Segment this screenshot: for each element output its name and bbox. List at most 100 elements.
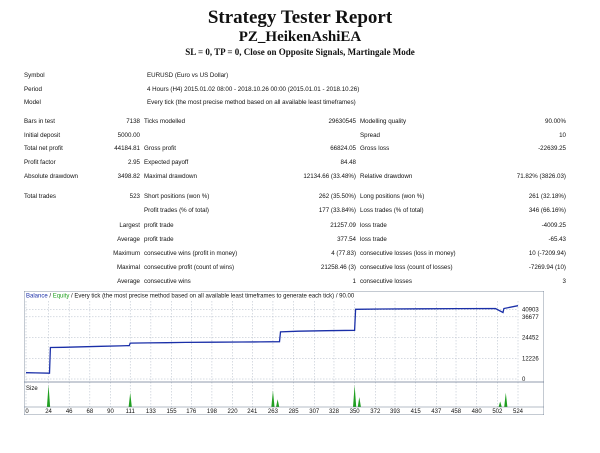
report-title: Strategy Tester Report — [207, 7, 393, 28]
caption-sep: / — [48, 294, 53, 300]
x-tick-label: 328 — [329, 409, 340, 415]
report-description: SL = 0, TP = 0, Close on Opposite Signal… — [185, 47, 415, 57]
largest-profit-value: 21257.09 — [330, 222, 356, 229]
absdd-value: 3498.82 — [117, 173, 140, 180]
max-cons-losses-label: consecutive losses (loss in money) — [360, 250, 456, 257]
average-loss-label: loss trade — [360, 236, 387, 243]
grossprofit-label: Gross profit — [144, 145, 176, 152]
grossloss-label: Gross loss — [360, 145, 390, 152]
profit-trades-value: 177 (33.84%) — [318, 207, 356, 214]
model-value: Every tick (the most precise method base… — [147, 99, 356, 106]
spread-label: Spread — [360, 132, 380, 139]
largest-loss-value: -4009.25 — [541, 222, 566, 229]
maximum-label: Maximum — [113, 250, 140, 257]
maxdd-value: 12134.66 (33.48%) — [303, 173, 356, 180]
short-label: Short positions (won %) — [144, 193, 210, 200]
average-profit-value: 377.54 — [337, 236, 356, 243]
y-tick-label: 36677 — [522, 315, 539, 321]
y-tick-label: 12226 — [522, 356, 539, 362]
period-value: 4 Hours (H4) 2015.01.02 08:00 - 2018.10.… — [147, 86, 360, 93]
grossloss-value: -22639.25 — [538, 145, 566, 152]
maximal-cons-profit-value: 21258.46 (3) — [320, 264, 356, 271]
avg-cons-wins-value: 1 — [352, 278, 356, 285]
loss-trades-value: 346 (66.16%) — [528, 207, 566, 214]
size-spike — [357, 397, 361, 407]
spread-value: 10 — [559, 132, 566, 139]
size-spike — [128, 392, 132, 407]
reldd-label: Relative drawdown — [360, 173, 413, 180]
y-tick-label: 40903 — [522, 308, 539, 314]
x-tick-label: 24 — [45, 409, 52, 415]
y-tick-label: 24452 — [522, 336, 539, 342]
period-label: Period — [24, 86, 42, 93]
max-cons-losses-value: 10 (-7209.94) — [528, 250, 566, 257]
max-cons-wins-value: 4 (77.83) — [331, 250, 356, 257]
maximal-cons-profit-label: consecutive profit (count of wins) — [144, 264, 235, 271]
size-spike — [498, 401, 502, 407]
size-spike — [271, 390, 275, 407]
maximal-cons-loss-label: consecutive loss (count of losses) — [360, 264, 453, 271]
bars-value: 7138 — [126, 118, 140, 125]
grossprofit-value: 66824.05 — [330, 145, 356, 152]
size-spike — [46, 385, 51, 407]
average-profit-label: profit trade — [144, 236, 174, 243]
balance-line — [25, 305, 519, 374]
x-tick-label: 155 — [167, 409, 178, 415]
netprofit-label: Total net profit — [24, 145, 63, 152]
x-tick-label: 46 — [66, 409, 73, 415]
max-cons-wins-label: consecutive wins (profit in money) — [144, 250, 238, 257]
average-loss-value: -65.43 — [548, 236, 566, 243]
x-tick-label: 68 — [87, 409, 94, 415]
average2-label: Average — [117, 278, 140, 285]
x-tick-label: 220 — [228, 409, 239, 415]
short-value: 262 (35.50%) — [318, 193, 356, 200]
x-tick-label: 241 — [247, 409, 258, 415]
ticks-label: Ticks modelled — [144, 118, 186, 125]
chart-caption-bar — [24, 291, 544, 300]
long-label: Long positions (won %) — [360, 193, 425, 200]
quality-value: 90.00% — [545, 118, 566, 125]
x-tick-label: 415 — [411, 409, 422, 415]
maximal-cons-loss-value: -7269.94 (10) — [528, 264, 566, 271]
size-spikes — [46, 385, 508, 407]
pf-value: 2.95 — [127, 159, 140, 166]
deposit-value: 5000.00 — [117, 132, 140, 139]
caption-rest: / Every tick (the most precise method ba… — [69, 294, 354, 300]
maximal-label: Maximal — [116, 264, 140, 271]
bars-label: Bars in test — [24, 118, 55, 125]
maxdd-label: Maximal drawdown — [144, 173, 197, 180]
payoff-value: 84.48 — [340, 159, 356, 166]
x-tick-label: 393 — [390, 409, 401, 415]
largest-loss-label: loss trade — [360, 222, 387, 229]
x-tick-label: 480 — [472, 409, 483, 415]
symbol-label: Symbol — [24, 72, 45, 79]
x-tick-label: 198 — [207, 409, 218, 415]
chart-caption: Balance / Equity / Every tick (the most … — [26, 294, 355, 300]
x-tick-label: 350 — [350, 409, 361, 415]
quality-label: Modelling quality — [360, 118, 407, 125]
x-tick-label: 133 — [146, 409, 157, 415]
x-tick-labels: 0 24 46 68 90 111 133 155 176 198 220 241 263 285 307 3… — [25, 409, 523, 415]
pf-label: Profit factor — [24, 159, 56, 166]
y-tick-label: 0 — [522, 377, 526, 383]
average-label: Average — [117, 236, 140, 243]
symbol-value: EURUSD (Euro vs US Dollar) — [147, 72, 229, 79]
avg-cons-wins-label: consecutive wins — [144, 278, 191, 285]
x-tick-label: 263 — [268, 409, 279, 415]
total-trades-label: Total trades — [24, 193, 56, 200]
model-label: Model — [24, 99, 41, 106]
total-trades-value: 523 — [129, 193, 140, 200]
x-tick-label: 111 — [126, 409, 136, 415]
size-spike — [276, 399, 280, 407]
avg-cons-losses-value: 3 — [562, 278, 566, 285]
absdd-label: Absolute drawdown — [24, 173, 79, 180]
size-label: Size — [26, 386, 38, 392]
size-spike — [504, 392, 508, 407]
largest-label: Largest — [119, 222, 140, 229]
payoff-label: Expected payoff — [144, 159, 189, 166]
x-tick-label: 524 — [513, 409, 524, 415]
largest-profit-label: profit trade — [144, 222, 174, 229]
x-tick-label: 285 — [289, 409, 300, 415]
